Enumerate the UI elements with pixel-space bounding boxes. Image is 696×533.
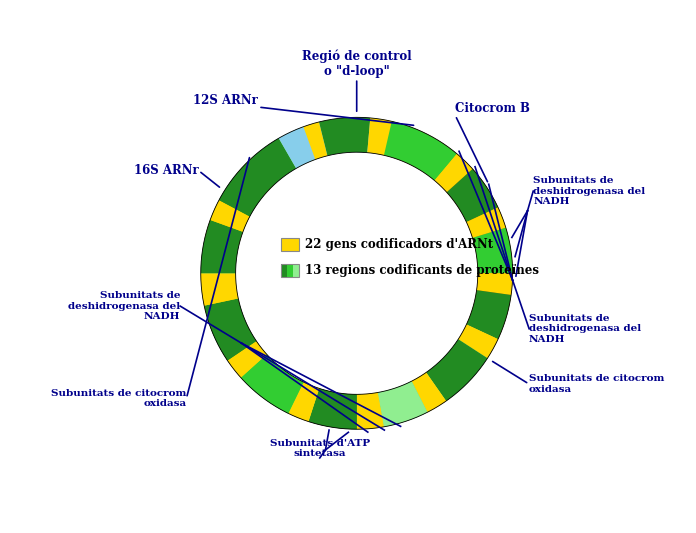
Bar [280,238,299,251]
Polygon shape [458,325,498,358]
Text: Subunitats de citocrom
oxidasa: Subunitats de citocrom oxidasa [529,374,665,394]
Polygon shape [299,122,327,161]
Polygon shape [206,304,259,365]
Text: 13 regions codificants de proteïnes: 13 regions codificants de proteïnes [306,264,539,277]
Polygon shape [458,325,498,358]
Polygon shape [230,344,269,382]
Polygon shape [411,373,446,412]
Polygon shape [288,382,319,422]
Polygon shape [426,339,487,401]
Text: Subunitats d'ATP
sintetasa: Subunitats d'ATP sintetasa [270,439,370,458]
Polygon shape [466,290,511,339]
Polygon shape [426,146,461,183]
Polygon shape [367,118,392,155]
Polygon shape [473,228,513,273]
Polygon shape [237,157,276,196]
Text: 22 gens codificadors d'ARNt: 22 gens codificadors d'ARNt [306,238,493,251]
Polygon shape [241,354,303,414]
Text: 16S ARNr: 16S ARNr [134,164,198,177]
Polygon shape [356,117,383,154]
Bar [280,264,287,277]
Polygon shape [378,381,427,427]
Polygon shape [204,298,256,360]
Polygon shape [361,392,383,429]
Text: 12S ARNr: 12S ARNr [193,94,258,107]
Polygon shape [253,128,311,183]
Polygon shape [200,238,239,292]
Polygon shape [438,157,513,339]
Polygon shape [357,392,383,429]
Polygon shape [219,138,296,216]
Bar [280,264,299,277]
Text: Subunitats de
deshidrogenasa del
NADH: Subunitats de deshidrogenasa del NADH [533,176,645,206]
Polygon shape [210,200,250,232]
Polygon shape [205,217,244,246]
Text: Subunitats de citocrom
oxidasa: Subunitats de citocrom oxidasa [51,389,187,408]
Polygon shape [394,125,446,174]
Polygon shape [244,357,303,414]
Polygon shape [228,341,267,377]
Text: Subunitats de
deshidrogenasa del
NADH: Subunitats de deshidrogenasa del NADH [68,291,180,321]
Polygon shape [288,382,319,422]
Polygon shape [278,127,315,168]
Polygon shape [202,288,239,313]
Bar [293,264,299,277]
Polygon shape [308,389,331,426]
Bar [287,264,293,277]
Polygon shape [200,273,238,306]
Polygon shape [200,220,243,273]
Polygon shape [466,207,506,238]
Polygon shape [308,389,362,429]
Polygon shape [477,273,513,295]
Text: Regió de control
o "d-loop": Regió de control o "d-loop" [302,50,411,78]
Polygon shape [434,154,473,192]
Polygon shape [384,122,457,181]
Polygon shape [211,173,264,230]
Text: Subunitats de
deshidrogenasa del
NADH: Subunitats de deshidrogenasa del NADH [529,314,641,344]
Text: Citocrom B: Citocrom B [455,102,530,115]
Polygon shape [411,373,446,412]
Polygon shape [324,392,357,429]
Polygon shape [378,381,427,427]
Polygon shape [319,117,370,156]
Polygon shape [447,169,498,222]
Polygon shape [426,339,487,401]
Polygon shape [378,120,405,158]
